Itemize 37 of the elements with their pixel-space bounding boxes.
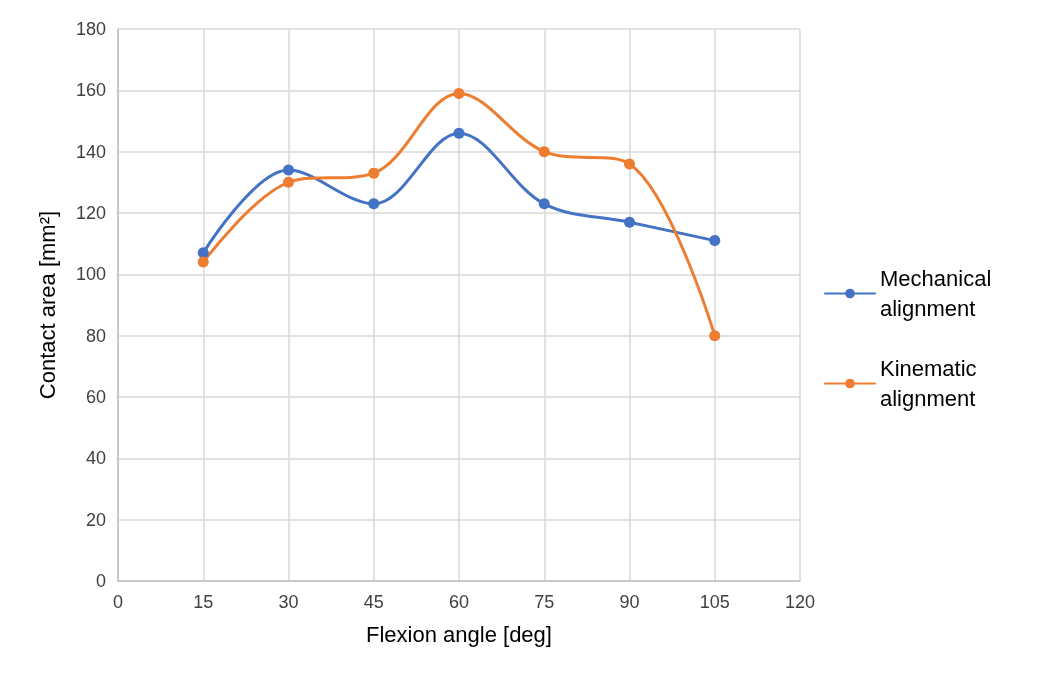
y-tick-label: 160 xyxy=(75,80,106,101)
point xyxy=(453,127,465,139)
y-tick-label: 40 xyxy=(85,448,106,469)
point xyxy=(368,167,380,179)
point xyxy=(283,176,294,188)
x-tick-label: 15 xyxy=(193,592,214,612)
x-axis-title: Flexion angle [deg] xyxy=(366,621,552,647)
x-tick-label: 60 xyxy=(448,592,470,612)
y-tick-label: 20 xyxy=(85,509,106,530)
x-tick-label: 0 xyxy=(112,592,124,612)
y-tick-label: 60 xyxy=(85,387,106,407)
point xyxy=(453,87,465,99)
y-tick-label: 120 xyxy=(75,203,106,223)
x-tick-label: 90 xyxy=(619,592,640,612)
x-tick-label: 105 xyxy=(699,592,730,612)
y-tick-label: 0 xyxy=(95,571,106,591)
legend-label: Kinematic alignment xyxy=(880,356,983,411)
point xyxy=(197,247,209,259)
x-tick-label: 120 xyxy=(784,592,816,612)
point xyxy=(624,216,635,228)
y-tick-label: 180 xyxy=(75,19,106,39)
x-tick-label: 30 xyxy=(278,592,299,612)
legend-label: Mechanical alignment xyxy=(880,266,998,321)
point xyxy=(283,164,294,176)
point xyxy=(624,158,635,170)
y-tick-label: 80 xyxy=(85,325,106,346)
y-tick-label: 140 xyxy=(75,141,106,162)
point xyxy=(197,256,209,268)
point xyxy=(368,198,380,210)
point xyxy=(538,146,550,158)
x-tick-label: 45 xyxy=(363,592,384,612)
x-tick-label: 75 xyxy=(534,592,555,612)
point xyxy=(538,198,550,210)
y-tick-label: 100 xyxy=(75,264,106,285)
y-axis-title: Contact area [mm²] xyxy=(34,210,60,400)
point xyxy=(709,330,721,342)
point xyxy=(709,235,721,247)
